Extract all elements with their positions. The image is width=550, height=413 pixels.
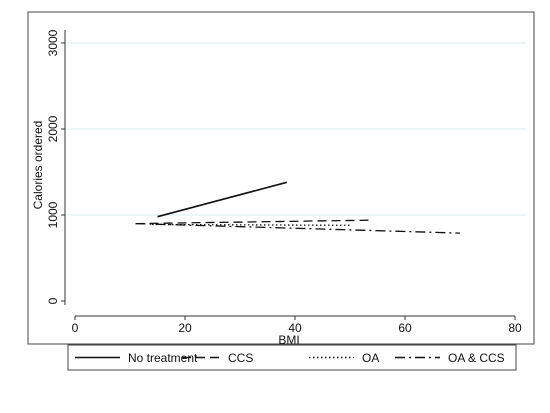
series-line-no-treatment (157, 181, 288, 218)
x-tick-label: 80 (508, 321, 522, 335)
legend-label-ccs: CCS (228, 351, 253, 365)
legend-label-oa-ccs: OA & CCS (448, 351, 505, 365)
y-axis-label: Calories ordered (31, 121, 45, 210)
y-tick-label: 2000 (46, 115, 60, 142)
legend-label-no-treatment: No treatment (128, 351, 198, 365)
x-tick-label: 0 (72, 321, 79, 335)
grid (68, 42, 526, 216)
x-ticks: 0 20 40 60 80 (72, 316, 522, 335)
x-axis-label: BMI (278, 333, 299, 347)
plot-area (68, 30, 526, 313)
x-tick-label: 20 (178, 321, 192, 335)
series-line-oa-ccs (135, 222, 461, 234)
series-lines (135, 181, 461, 234)
y-ticks: 0 1000 2000 3000 (46, 29, 65, 304)
figure-frame (27, 11, 535, 345)
y-tick-label: 0 (46, 297, 60, 304)
x-tick-label: 40 (288, 321, 302, 335)
x-tick-label: 60 (398, 321, 412, 335)
legend: No treatment CCS OA OA & CCS (67, 344, 517, 371)
series-line-ccs (135, 219, 370, 225)
y-tick-label: 1000 (46, 201, 60, 228)
legend-label-oa: OA (362, 351, 379, 365)
y-tick-label: 3000 (46, 29, 60, 56)
legend-box (67, 344, 517, 371)
